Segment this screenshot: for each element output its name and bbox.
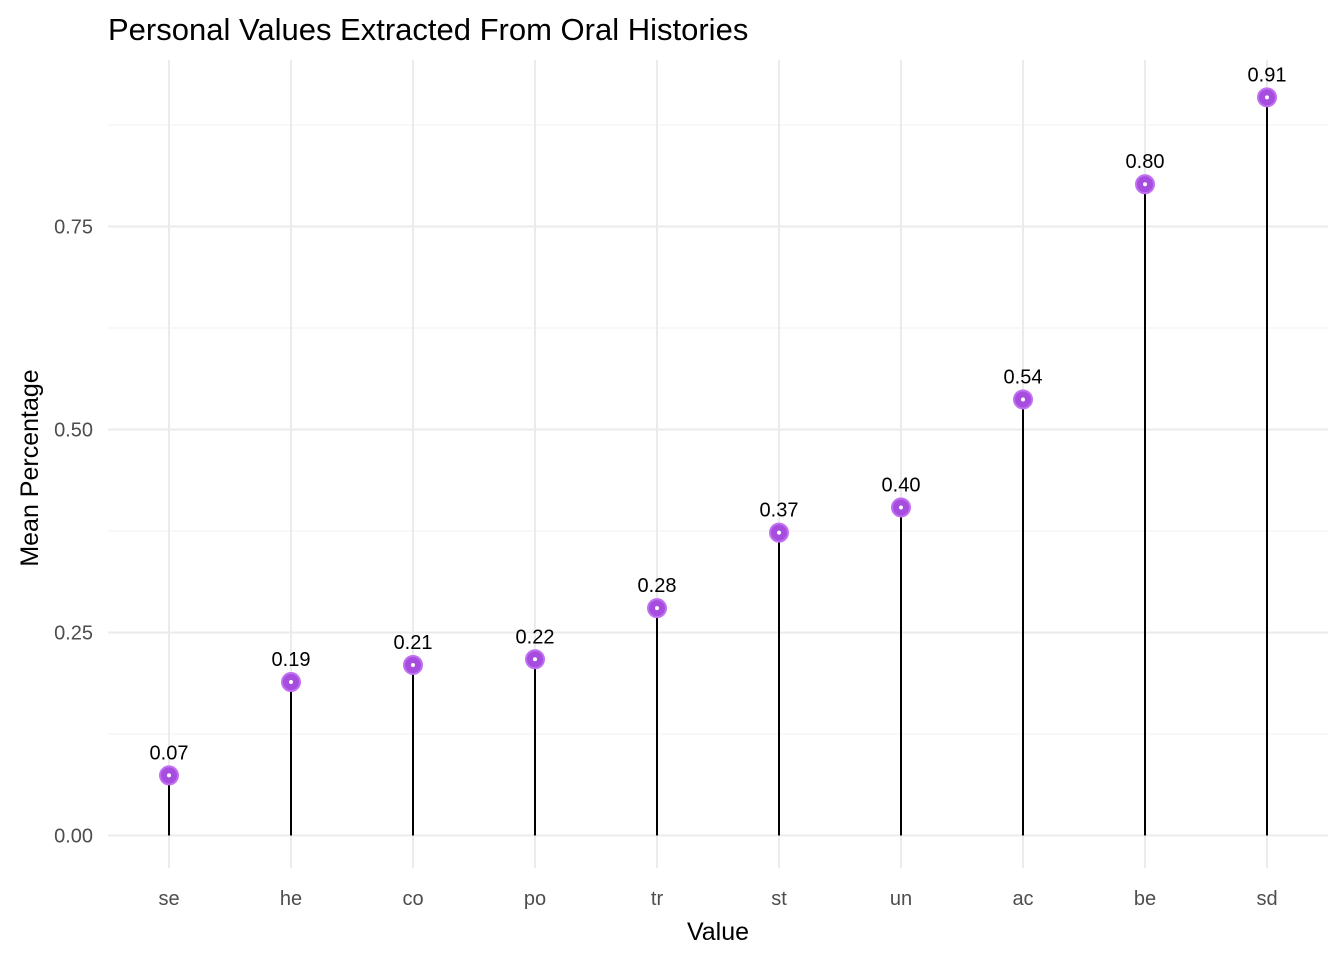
x-tick-label-st: st xyxy=(771,888,787,910)
x-tick-label-be: be xyxy=(1134,888,1156,910)
data-label-st: 0.37 xyxy=(760,500,799,522)
y-axis-ticks: 0.00 0.25 0.50 0.75 xyxy=(54,216,93,847)
point-center-be xyxy=(1143,182,1147,187)
data-label-co: 0.21 xyxy=(394,632,433,654)
y-tick-label: 0.50 xyxy=(54,419,93,441)
data-label-po: 0.22 xyxy=(516,626,555,648)
x-tick-label-se: se xyxy=(158,888,179,910)
point-center-he xyxy=(289,680,293,685)
point-center-un xyxy=(899,505,903,510)
data-label-he: 0.19 xyxy=(272,649,311,671)
point-center-ac xyxy=(1021,397,1025,402)
y-tick-label: 0.25 xyxy=(54,623,93,645)
x-tick-label-ac: ac xyxy=(1012,888,1033,910)
x-tick-label-he: he xyxy=(280,888,302,910)
data-label-be: 0.80 xyxy=(1126,151,1165,173)
points xyxy=(159,87,1277,786)
y-axis-title: Mean Percentage xyxy=(16,369,44,566)
x-axis-title: Value xyxy=(687,918,749,946)
stems xyxy=(168,97,1268,836)
x-tick-label-sd: sd xyxy=(1256,888,1277,910)
x-tick-label-po: po xyxy=(524,888,546,910)
x-tick-label-un: un xyxy=(890,888,912,910)
data-labels: 0.07 0.19 0.21 0.22 0.28 0.37 0.40 0.54 0.80 0.91 xyxy=(150,64,1287,764)
x-tick-label-tr: tr xyxy=(651,888,664,910)
data-label-ac: 0.54 xyxy=(1004,366,1043,388)
point-center-tr xyxy=(655,606,659,611)
point-center-se xyxy=(167,773,171,778)
data-label-se: 0.07 xyxy=(150,742,189,764)
y-tick-label: 0.75 xyxy=(54,216,93,238)
y-tick-label: 0.00 xyxy=(54,826,93,848)
data-label-sd: 0.91 xyxy=(1248,64,1287,86)
point-center-po xyxy=(533,657,537,662)
point-center-sd xyxy=(1265,95,1269,100)
chart-title: Personal Values Extracted From Oral Hist… xyxy=(108,12,748,47)
data-label-un: 0.40 xyxy=(882,474,921,496)
data-label-tr: 0.28 xyxy=(638,575,677,597)
point-center-st xyxy=(777,530,781,535)
x-tick-label-co: co xyxy=(402,888,423,910)
point-center-co xyxy=(411,662,415,667)
x-axis-ticks: se he co po tr st un ac be sd xyxy=(158,888,1277,910)
